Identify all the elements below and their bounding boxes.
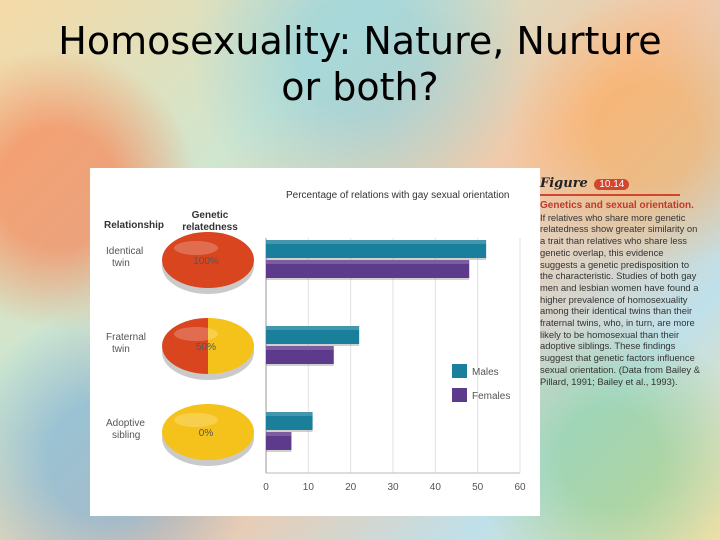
pie-highlight [174, 327, 218, 341]
legend-label: Females [472, 391, 510, 402]
bar-highlight [266, 260, 470, 264]
bar-females [266, 432, 292, 450]
bar-females [266, 260, 470, 278]
x-tick-label: 60 [514, 482, 526, 493]
pie-slice-related [162, 318, 208, 374]
pie-slice-unrelated [208, 318, 254, 374]
bar-males [266, 412, 313, 430]
bar-males [266, 240, 487, 258]
x-tick-label: 50 [472, 482, 484, 493]
pie-percent-label: 50% [196, 342, 216, 353]
pie-highlight [174, 413, 218, 427]
caption-figure-number: 10.14 [594, 179, 630, 190]
figure-caption: Figure 10.14 Genetics and sexual orienta… [540, 174, 700, 504]
col-header-genetic-line2: relatedness [182, 222, 238, 233]
bar-highlight [266, 326, 360, 330]
caption-body-block: Genetics and sexual orientation. If rela… [540, 199, 700, 387]
legend-swatch [452, 388, 467, 402]
bar-highlight [266, 412, 313, 416]
pie-percent-label: 0% [199, 428, 214, 439]
pie-percent-label: 100% [193, 256, 219, 267]
x-tick-label: 0 [263, 482, 269, 493]
pie-slice-unrelated [162, 404, 254, 460]
caption-rule [540, 194, 680, 196]
col-header-genetic-line1: Genetic [192, 210, 229, 221]
bar-males [266, 326, 360, 344]
x-tick-label: 30 [387, 482, 399, 493]
x-tick-label: 20 [345, 482, 357, 493]
bar-highlight [266, 240, 487, 244]
bar-females [266, 346, 334, 364]
slide-title: Homosexuality: Nature, Nurture or both? [0, 18, 720, 110]
figure-chart: Percentage of relations with gay sexual … [104, 190, 526, 493]
bar-highlight [266, 432, 292, 436]
figure-image: Percentage of relations with gay sexual … [90, 168, 540, 516]
row-label-line1: Adoptive [106, 418, 145, 429]
caption-figure-word: Figure [540, 176, 588, 191]
x-tick-label: 10 [303, 482, 315, 493]
legend-swatch [452, 364, 467, 378]
chart-title: Percentage of relations with gay sexual … [286, 190, 509, 201]
x-tick-label: 40 [430, 482, 442, 493]
row-label-line2: sibling [112, 430, 140, 441]
legend-label: Males [472, 367, 499, 378]
slide-title-line1: Homosexuality: Nature, Nurture [58, 19, 662, 63]
slide-title-line2: or both? [281, 65, 439, 109]
row-label-line2: twin [112, 344, 130, 355]
bar-highlight [266, 346, 334, 350]
row-label-line1: Identical [106, 246, 143, 257]
col-header-relationship: Relationship [104, 220, 164, 231]
row-label-line1: Fraternal [106, 332, 146, 343]
pie-highlight [174, 241, 218, 255]
caption-body: If relatives who share more genetic rela… [540, 211, 700, 387]
caption-heading: Genetics and sexual orientation. [540, 200, 694, 211]
row-label-line2: twin [112, 258, 130, 269]
pie-slice-related [162, 232, 254, 288]
